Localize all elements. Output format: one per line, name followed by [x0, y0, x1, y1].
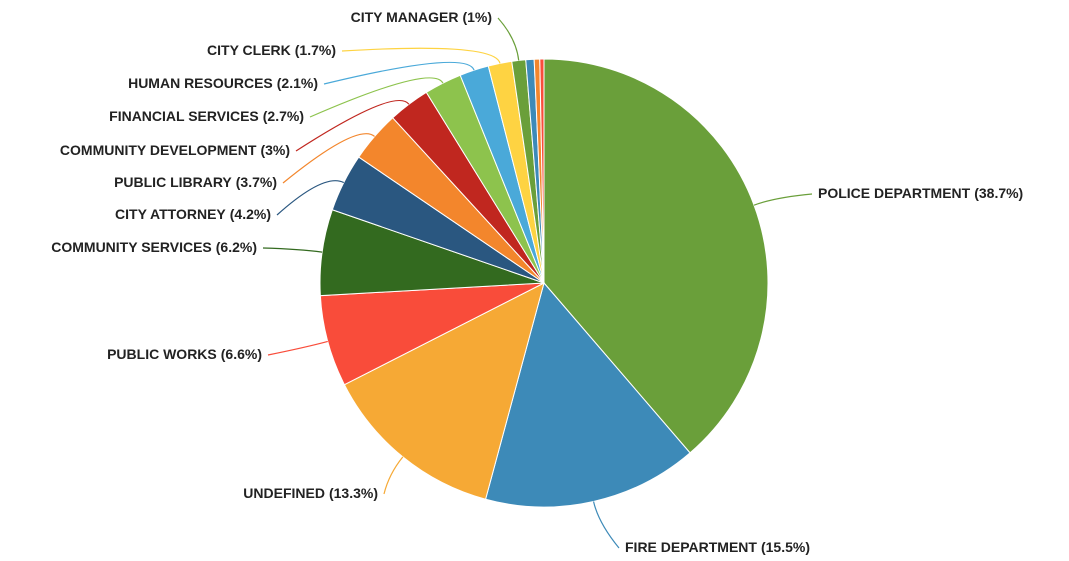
- label-value: (6.6%): [221, 346, 262, 362]
- label-value: (15.5%): [761, 539, 810, 555]
- data-label: CITY CLERK (1.7%): [207, 42, 336, 58]
- pie-slice: [539, 58, 545, 284]
- label-category: COMMUNITY DEVELOPMENT: [60, 142, 257, 158]
- label-value: (2.1%): [277, 75, 318, 91]
- label-value: (3%): [260, 142, 290, 158]
- label-value: (6.2%): [216, 239, 257, 255]
- leader-line: [341, 47, 501, 64]
- label-value: (13.3%): [329, 485, 378, 501]
- label-value: (4.2%): [230, 206, 271, 222]
- data-label: PUBLIC WORKS (6.6%): [107, 346, 262, 362]
- label-category: CITY MANAGER: [351, 9, 459, 25]
- data-label: CITY ATTORNEY (4.2%): [115, 206, 271, 222]
- leader-line: [262, 247, 323, 253]
- leader-line: [753, 193, 813, 206]
- leader-line: [383, 456, 404, 495]
- leader-line: [267, 340, 328, 356]
- data-label: COMMUNITY SERVICES (6.2%): [51, 239, 257, 255]
- label-category: FIRE DEPARTMENT: [625, 539, 757, 555]
- pie-slice: [484, 281, 691, 508]
- data-label: POLICE DEPARTMENT (38.7%): [818, 185, 1023, 201]
- leader-line: [323, 61, 475, 85]
- leader-line: [282, 133, 375, 184]
- label-category: CITY CLERK: [207, 42, 291, 58]
- label-category: POLICE DEPARTMENT: [818, 185, 971, 201]
- label-value: (3.7%): [236, 174, 277, 190]
- label-category: PUBLIC WORKS: [107, 346, 217, 362]
- label-category: COMMUNITY SERVICES: [51, 239, 212, 255]
- data-label: PUBLIC LIBRARY (3.7%): [114, 174, 277, 190]
- data-label: HUMAN RESOURCES (2.1%): [128, 75, 318, 91]
- leader-line: [592, 501, 620, 549]
- label-value: (2.7%): [263, 108, 304, 124]
- data-label: COMMUNITY DEVELOPMENT (3%): [60, 142, 290, 158]
- leader-line: [309, 77, 444, 118]
- data-label: CITY MANAGER (1%): [351, 9, 492, 25]
- label-value: (38.7%): [974, 185, 1023, 201]
- leader-line: [276, 180, 345, 216]
- label-category: CITY ATTORNEY: [115, 206, 226, 222]
- label-category: HUMAN RESOURCES: [128, 75, 273, 91]
- label-category: FINANCIAL SERVICES: [109, 108, 259, 124]
- data-label: FIRE DEPARTMENT (15.5%): [625, 539, 810, 555]
- leader-line: [497, 17, 520, 61]
- data-label: UNDEFINED (13.3%): [243, 485, 378, 501]
- leader-line: [295, 100, 410, 152]
- label-category: PUBLIC LIBRARY: [114, 174, 232, 190]
- data-label: FINANCIAL SERVICES (2.7%): [109, 108, 304, 124]
- pie-slice: [343, 282, 545, 500]
- label-value: (1%): [462, 9, 492, 25]
- label-category: UNDEFINED: [243, 485, 325, 501]
- label-value: (1.7%): [295, 42, 336, 58]
